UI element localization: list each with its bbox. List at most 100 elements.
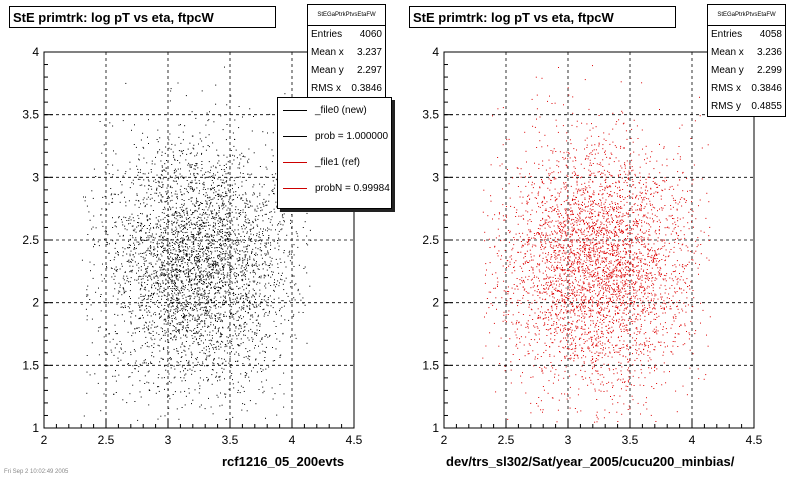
data-point	[231, 282, 233, 284]
data-point	[175, 282, 176, 284]
data-point	[641, 241, 643, 243]
data-point	[235, 252, 237, 254]
data-point	[187, 306, 189, 307]
data-point	[219, 217, 221, 219]
data-point	[584, 192, 586, 194]
data-point	[498, 218, 500, 220]
data-point	[195, 238, 197, 240]
data-point	[221, 169, 223, 170]
data-point	[631, 159, 633, 161]
data-point	[246, 248, 248, 250]
data-point	[191, 164, 193, 166]
data-point	[180, 142, 182, 144]
data-point	[161, 264, 163, 266]
data-point	[155, 326, 157, 328]
data-point	[171, 214, 173, 216]
data-point	[171, 264, 173, 266]
data-point	[166, 296, 168, 298]
data-point	[196, 293, 198, 295]
data-point	[147, 247, 149, 249]
data-point	[229, 211, 231, 213]
data-point	[148, 275, 150, 277]
data-point	[183, 334, 184, 336]
data-point	[145, 232, 147, 234]
data-point	[136, 194, 138, 196]
data-point	[170, 323, 172, 325]
data-point	[140, 288, 142, 289]
data-point	[215, 292, 216, 294]
data-point	[607, 302, 608, 304]
data-point	[176, 259, 178, 261]
data-point	[163, 176, 165, 178]
data-point	[218, 160, 220, 162]
data-point	[139, 179, 141, 180]
data-point	[223, 243, 225, 245]
data-point	[141, 285, 143, 287]
data-point	[134, 204, 136, 206]
data-point	[208, 207, 210, 209]
data-point	[193, 267, 195, 269]
data-point	[196, 292, 198, 294]
data-point	[239, 317, 241, 319]
data-point	[186, 250, 188, 252]
data-point	[129, 161, 131, 163]
data-point	[146, 216, 148, 218]
data-point	[161, 304, 163, 306]
data-point	[275, 311, 277, 313]
data-point	[166, 198, 168, 199]
data-point	[90, 304, 92, 306]
data-point	[176, 268, 178, 270]
data-point	[205, 349, 207, 351]
data-point	[124, 305, 126, 307]
data-point	[273, 208, 275, 210]
data-point	[165, 269, 167, 271]
data-point	[169, 398, 171, 400]
data-point	[162, 237, 164, 239]
data-point	[193, 278, 195, 280]
data-point	[640, 236, 642, 237]
data-point	[229, 269, 231, 271]
data-point	[216, 286, 218, 288]
data-point	[664, 302, 666, 304]
data-point	[269, 267, 271, 269]
data-point	[167, 294, 169, 296]
data-point	[217, 273, 219, 275]
data-point	[241, 250, 243, 252]
data-point	[566, 311, 568, 312]
data-point	[582, 281, 584, 283]
data-point	[178, 124, 180, 126]
data-point	[185, 330, 187, 332]
data-point	[113, 150, 114, 152]
data-point	[139, 363, 141, 365]
data-point	[153, 292, 155, 294]
data-point	[190, 173, 191, 175]
data-point	[201, 313, 203, 315]
data-point	[590, 216, 592, 218]
data-point	[543, 389, 545, 391]
data-point	[154, 326, 156, 328]
data-point	[649, 351, 651, 353]
data-point	[525, 253, 527, 255]
data-point	[212, 362, 214, 364]
data-point	[222, 251, 224, 252]
data-point	[252, 248, 254, 250]
data-point	[282, 214, 284, 216]
data-point	[280, 262, 282, 263]
data-point	[83, 415, 85, 417]
data-point	[151, 339, 153, 341]
data-point	[271, 174, 273, 176]
data-point	[192, 203, 194, 205]
data-point	[207, 265, 209, 267]
legend-entry: _file1 (ref)	[278, 150, 391, 176]
data-point	[585, 244, 587, 246]
data-point	[180, 241, 182, 243]
data-point	[132, 332, 134, 334]
data-point	[160, 273, 162, 275]
data-point	[592, 150, 594, 152]
data-point	[558, 250, 560, 252]
data-point	[163, 169, 165, 171]
data-point	[264, 285, 266, 287]
data-point	[192, 189, 193, 190]
data-point	[186, 325, 188, 326]
data-point	[211, 188, 212, 190]
